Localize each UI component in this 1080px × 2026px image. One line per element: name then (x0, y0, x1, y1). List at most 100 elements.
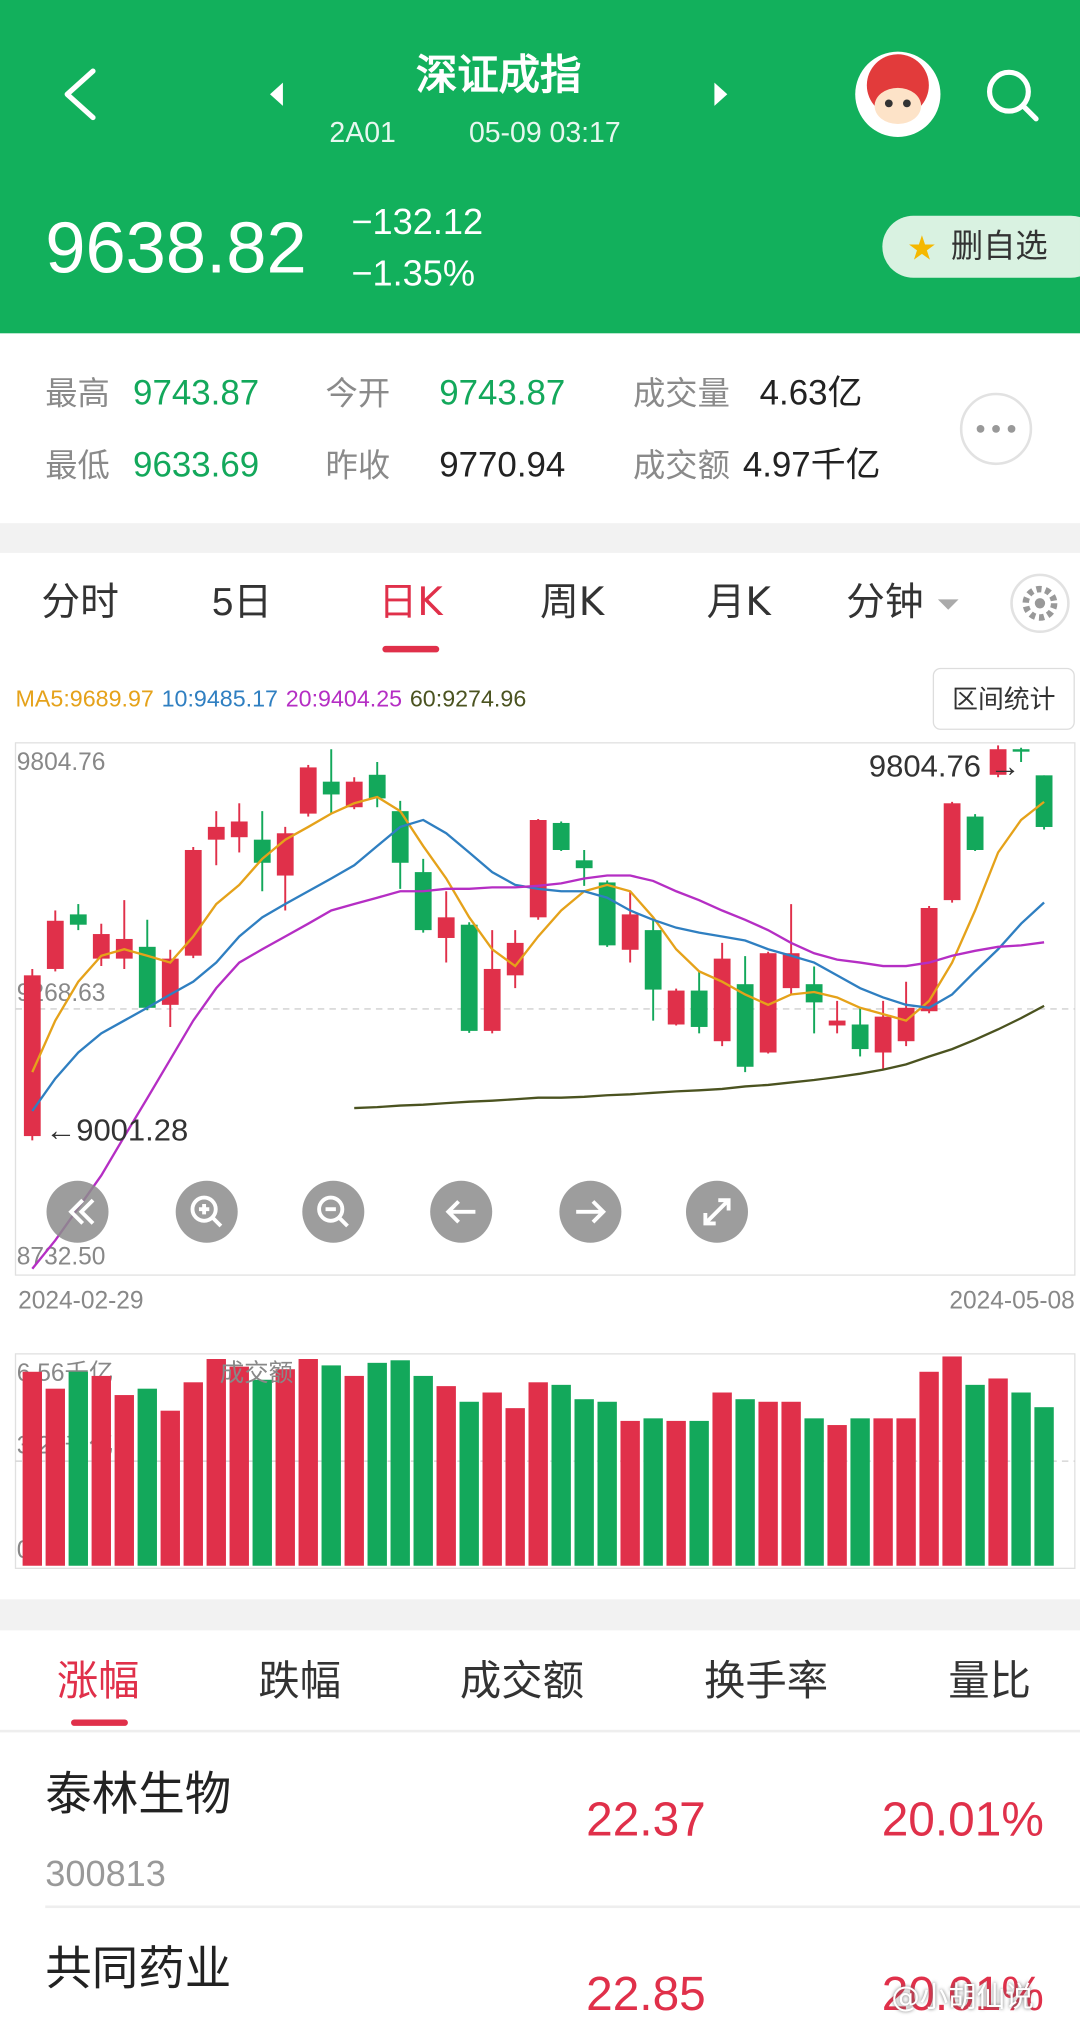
candle-body (966, 816, 984, 850)
candle-body (506, 942, 524, 976)
volume-bar (183, 1382, 203, 1566)
period-tab[interactable]: 月K (706, 580, 771, 626)
period-tab[interactable]: 分钟 (846, 580, 924, 626)
jump-start-button[interactable] (46, 1180, 109, 1243)
y-tick-label: 8732.50 (17, 1244, 106, 1271)
volume-bar (413, 1375, 433, 1566)
volume-bar (1034, 1407, 1054, 1566)
volume-bar (482, 1392, 502, 1566)
candle-body (184, 849, 202, 956)
avatar[interactable] (855, 51, 941, 137)
volume-bar (45, 1388, 65, 1566)
stat-value: 4.63亿 (759, 373, 863, 413)
volume-bar (597, 1401, 617, 1566)
stat-value: 9770.94 (439, 445, 566, 485)
dropdown-arrow[interactable] (937, 599, 959, 610)
price-change-pct: −1.35% (351, 253, 476, 294)
candle-body (552, 822, 570, 850)
volume-bar (114, 1395, 134, 1566)
volume-bar (919, 1371, 939, 1566)
volume-bar (229, 1366, 249, 1566)
stock-price: 22.85 (586, 1967, 706, 2021)
stock-name[interactable]: 共同药业 (45, 1942, 232, 1996)
volume-title: 成交额 (220, 1359, 294, 1387)
candle-body (345, 781, 363, 808)
volume-bar (735, 1399, 755, 1566)
stat-value: 9743.87 (133, 373, 260, 413)
candle-body (736, 984, 754, 1067)
ma-line (354, 1004, 1045, 1110)
volume-bar (298, 1359, 318, 1566)
candle-body (1035, 775, 1053, 827)
star-icon: ★ (907, 231, 937, 268)
index-price: 9638.82 (45, 206, 307, 289)
period-tab[interactable]: 周K (539, 580, 605, 626)
volume-bar (988, 1378, 1008, 1566)
candle-body (69, 914, 87, 925)
candle-body (414, 872, 432, 931)
watermark: @小胡仙说 (891, 1981, 1034, 2015)
rank-tab-active[interactable]: 涨幅 (56, 1656, 140, 1706)
legend-entry: 60:9274.96 (409, 685, 527, 712)
tab-indicator (382, 645, 440, 653)
range-stats-button[interactable]: 区间统计 (932, 667, 1075, 730)
candle-body (529, 820, 547, 918)
candle-body (598, 882, 616, 946)
period-tab[interactable]: 5日 (211, 581, 273, 624)
candle-body (299, 767, 317, 814)
scroll-left-button[interactable] (430, 1180, 493, 1243)
stat-label: 最高 (45, 374, 110, 413)
candle-body (92, 934, 110, 959)
index-title: 深证成指 (415, 50, 582, 100)
search-button[interactable] (986, 69, 1039, 122)
prev-index[interactable] (269, 82, 283, 106)
divider (0, 1729, 1080, 1733)
candle-body (621, 914, 639, 950)
stat-value: 4.97千亿 (742, 445, 881, 485)
stock-change-pct: 20.01% (881, 1793, 1044, 1847)
volume-bar (68, 1371, 88, 1566)
volume-bar (206, 1359, 226, 1566)
volume-bar (873, 1418, 893, 1566)
stat-value: 9633.69 (133, 445, 260, 485)
settings-button[interactable] (1010, 573, 1070, 634)
legend-entry: 20:9404.25 (285, 685, 403, 712)
volume-bar (689, 1420, 709, 1566)
volume-bar (643, 1418, 663, 1566)
watch-button-label[interactable]: 删自选 (950, 227, 1048, 265)
candle-body (483, 968, 501, 1031)
candle-body (920, 907, 938, 1012)
candle-body (1012, 749, 1030, 752)
volume-bar (827, 1425, 847, 1566)
period-tab-active[interactable]: 日K (378, 580, 443, 626)
rank-tab[interactable]: 换手率 (704, 1656, 829, 1706)
next-index[interactable] (714, 82, 728, 106)
volume-bar (850, 1418, 870, 1566)
period-tab[interactable]: 分时 (41, 580, 119, 626)
volume-bar (137, 1388, 157, 1566)
back-button[interactable] (64, 68, 96, 121)
volume-bar (758, 1401, 778, 1566)
rank-tab[interactable]: 成交额 (459, 1656, 584, 1706)
fullscreen-button[interactable] (685, 1180, 748, 1243)
scroll-right-button[interactable] (559, 1180, 622, 1243)
rank-tab[interactable]: 量比 (948, 1656, 1031, 1706)
stat-label: 今开 (325, 374, 391, 413)
x-tick-label: 2024-05-08 (949, 1288, 1074, 1315)
chart-controls (46, 1180, 748, 1243)
stat-value: 9743.87 (439, 373, 566, 413)
ma-legend: MA5:9689.97 10:9485.17 20:9404.25 60:9274.9… (16, 687, 535, 710)
zoom-out-button[interactable] (302, 1180, 365, 1243)
rank-tab[interactable]: 跌幅 (258, 1656, 342, 1706)
stock-name[interactable]: 泰林生物 (45, 1768, 232, 1822)
candle-body (207, 826, 225, 840)
candle-body (782, 953, 800, 989)
watch-button[interactable] (882, 215, 1080, 278)
zoom-in-button[interactable] (175, 1180, 238, 1243)
stat-label: 成交量 (633, 374, 730, 413)
candle-body (644, 930, 662, 990)
more-button[interactable] (0, 375, 1080, 530)
